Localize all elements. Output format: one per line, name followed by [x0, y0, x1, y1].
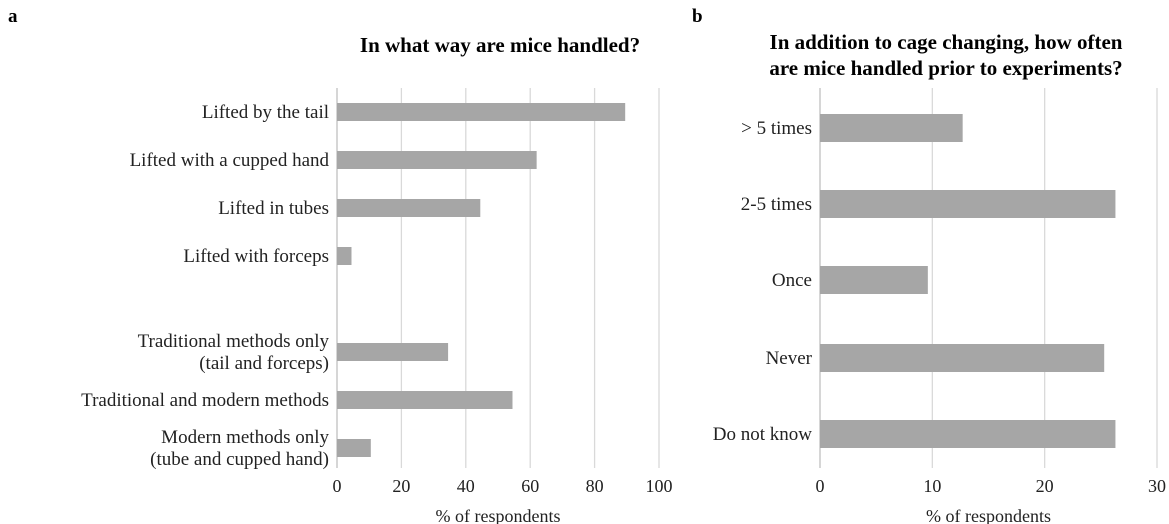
category-label: > 5 times: [741, 118, 812, 139]
bar: [337, 439, 371, 457]
panel-b: b In addition to cage changing, how ofte…: [692, 6, 1166, 524]
x-tick-label: 80: [586, 476, 604, 496]
category-label: Do not know: [713, 424, 813, 445]
bar: [820, 344, 1105, 372]
panel-b-letter: b: [692, 6, 703, 27]
x-tick-label: 0: [816, 476, 825, 496]
category-label: Lifted in tubes: [218, 198, 329, 219]
x-tick-label: 40: [457, 476, 475, 496]
x-axis-label: % of respondents: [436, 506, 561, 524]
panel-b-title-line-2: are mice handled prior to experiments?: [769, 56, 1122, 80]
panel-a-letter: a: [8, 6, 18, 27]
panel-b-title-line-1: In addition to cage changing, how often: [770, 30, 1123, 54]
bar: [820, 190, 1116, 218]
category-label: 2-5 times: [741, 194, 812, 215]
category-label: Lifted by the tail: [202, 102, 329, 123]
x-tick-label: 100: [646, 476, 673, 496]
x-tick-label: 30: [1148, 476, 1166, 496]
x-tick-label: 60: [521, 476, 539, 496]
panel-a-title: In what way are mice handled?: [360, 33, 640, 57]
category-label: Traditional and modern methods: [81, 390, 329, 411]
category-label: (tail and forceps): [199, 353, 329, 374]
bar: [337, 343, 449, 361]
x-tick-label: 20: [1036, 476, 1054, 496]
category-label: Lifted with forceps: [183, 246, 329, 267]
category-label: Once: [772, 270, 812, 291]
bar: [820, 266, 928, 294]
x-tick-label: 0: [333, 476, 342, 496]
category-label: Modern methods only: [161, 427, 329, 448]
category-label: Never: [766, 348, 813, 369]
bar: [337, 199, 481, 217]
bar: [337, 247, 352, 265]
category-label: (tube and cupped hand): [150, 449, 329, 470]
bar: [820, 114, 963, 142]
x-tick-label: 10: [923, 476, 941, 496]
x-axis-label: % of respondents: [926, 506, 1051, 524]
category-label: Lifted with a cupped hand: [130, 150, 330, 171]
category-label: Traditional methods only: [138, 331, 330, 352]
panel-a: a In what way are mice handled? 0 20 40 60 8…: [8, 6, 673, 524]
x-tick-label: 20: [392, 476, 410, 496]
bar: [820, 420, 1116, 448]
bar: [337, 103, 626, 121]
bar: [337, 391, 513, 409]
bar: [337, 151, 537, 169]
